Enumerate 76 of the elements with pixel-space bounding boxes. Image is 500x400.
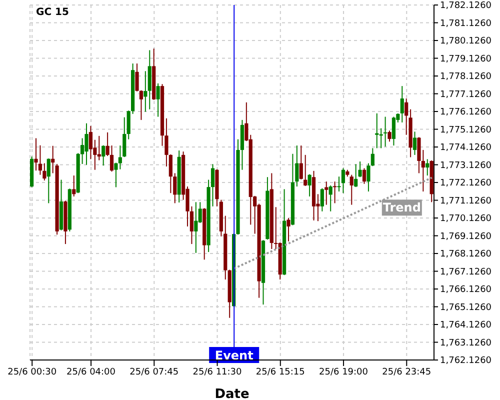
x-tick-label: 25/6 04:00 [66, 367, 116, 378]
y-tick-label: 1,776.1260 [440, 108, 492, 118]
x-tick-label: 25/6 23:45 [382, 367, 432, 378]
y-tick-label: 1,770.1260 [440, 214, 492, 224]
y-tick-label: 1,771.1260 [440, 196, 492, 206]
candlestick [88, 125, 93, 160]
y-tick-label: 1,773.1260 [440, 160, 492, 171]
x-tick-label: 25/6 11:30 [192, 367, 242, 378]
annotation: Event [214, 348, 254, 362]
candlestick [404, 98, 408, 136]
candlestick [126, 110, 130, 140]
x-tick-label: 25/6 00:30 [8, 367, 57, 378]
y-tick-label: 1,762.1260 [440, 356, 492, 366]
y-tick-label: 1,780.1260 [440, 36, 492, 47]
y-tick-label: 1,765.1260 [440, 302, 492, 313]
y-tick-label: 1,777.1260 [440, 90, 492, 100]
candlestick [106, 132, 110, 156]
chart-title: GC 15 [36, 7, 69, 18]
candlestick [110, 145, 114, 172]
candlestick [38, 144, 42, 176]
candlestick [42, 162, 46, 181]
candlestick [400, 86, 404, 123]
series-label: Trend [382, 200, 421, 215]
candlestick [118, 145, 122, 170]
candlestick [34, 138, 38, 172]
candlestick [308, 174, 312, 197]
candlestick [102, 144, 106, 166]
y-tick-label: 1,768.1260 [440, 250, 492, 260]
candlestick [412, 131, 417, 156]
y-tick-label: 1,764.1260 [440, 320, 492, 331]
y-tick-label: 1,781.1260 [440, 18, 492, 29]
x-tick-label: 25/6 07:45 [130, 367, 179, 378]
y-tick-label: 1,775.1260 [440, 125, 492, 136]
candlestick [72, 175, 76, 197]
candlestick [320, 188, 324, 212]
candlestick [122, 116, 126, 158]
candlestick [84, 122, 88, 166]
candlestick [173, 172, 177, 204]
y-tick-label: 1,767.1260 [440, 267, 492, 278]
candlestick [97, 135, 101, 161]
candlestick [384, 116, 388, 148]
x-axis-title: Date [214, 387, 250, 400]
y-tick-label: 1,769.1260 [440, 232, 492, 242]
candlestick [51, 145, 55, 174]
candlestick [350, 174, 354, 206]
candlestick [194, 202, 198, 254]
y-tick-label: 1,766.1260 [440, 285, 492, 296]
candlestick [333, 181, 337, 204]
candlestick [328, 184, 332, 212]
x-tick-label: 25/6 15:15 [256, 367, 305, 378]
candlestick [354, 164, 358, 188]
candlestick [304, 154, 308, 186]
candlestick [358, 160, 362, 178]
candlestick [362, 168, 366, 184]
candlestick [210, 164, 215, 207]
y-tick-label: 1,778.1260 [440, 72, 492, 82]
candlestick [295, 145, 299, 188]
candlestick [286, 218, 290, 242]
y-tick-label: 1,779.1260 [440, 54, 492, 64]
y-tick-label: 1,772.1260 [440, 178, 492, 189]
candlestick [156, 82, 160, 118]
event-marker: Event [209, 347, 260, 363]
candlestick [144, 70, 148, 112]
candlestick [80, 138, 84, 164]
candlestick [324, 181, 328, 206]
y-tick-label: 1,763.1260 [440, 338, 492, 348]
candlestick [46, 158, 50, 204]
candlestick [375, 112, 379, 149]
candlestick [341, 168, 346, 194]
y-tick-label: 1,782.1260 [440, 1, 492, 12]
candlestick [388, 130, 392, 142]
candlestick [299, 145, 303, 180]
x-tick-label: 25/6 19:00 [319, 367, 368, 378]
y-tick-label: 1,774.1260 [440, 143, 492, 154]
candlestick [426, 158, 430, 176]
candlestick [392, 116, 396, 146]
